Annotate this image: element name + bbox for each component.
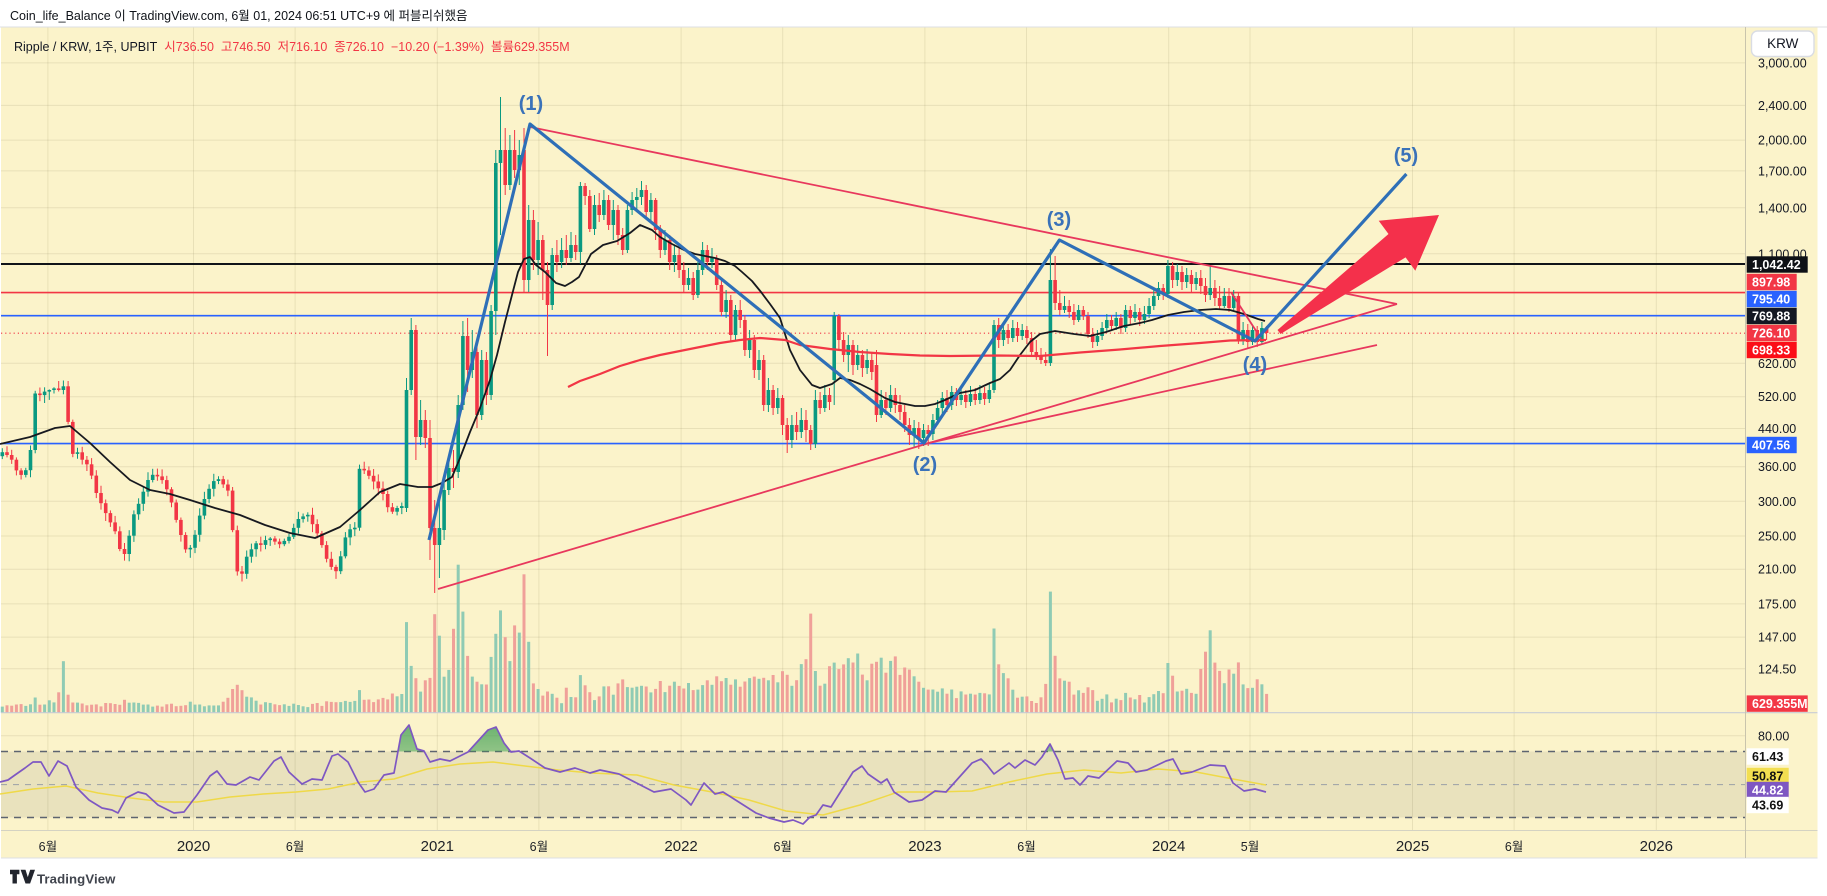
svg-text:2026: 2026 (1640, 838, 1673, 855)
svg-text:124.50: 124.50 (1758, 662, 1796, 676)
svg-text:629.355M: 629.355M (1752, 697, 1808, 711)
svg-text:2022: 2022 (664, 838, 697, 855)
svg-text:(5): (5) (1394, 145, 1418, 167)
svg-text:698.33: 698.33 (1752, 344, 1790, 358)
svg-text:2020: 2020 (177, 838, 210, 855)
svg-text:(3): (3) (1047, 209, 1071, 231)
svg-text:43.69: 43.69 (1752, 799, 1783, 813)
svg-text:(1): (1) (519, 93, 543, 115)
svg-text:3,000.00: 3,000.00 (1758, 56, 1807, 70)
svg-text:6월: 6월 (773, 840, 791, 854)
svg-text:769.88: 769.88 (1752, 310, 1790, 324)
svg-text:6월: 6월 (39, 840, 57, 854)
svg-text:1,400.00: 1,400.00 (1758, 201, 1807, 215)
svg-text:2023: 2023 (908, 838, 941, 855)
svg-text:300.00: 300.00 (1758, 495, 1796, 509)
svg-text:175.00: 175.00 (1758, 597, 1796, 611)
svg-text:726.10: 726.10 (1752, 327, 1790, 341)
svg-text:5월: 5월 (1241, 840, 1259, 854)
svg-text:6월: 6월 (286, 840, 304, 854)
svg-text:44.82: 44.82 (1752, 784, 1783, 798)
svg-text:TradingView: TradingView (37, 871, 116, 886)
svg-text:2,000.00: 2,000.00 (1758, 134, 1807, 148)
svg-text:620.00: 620.00 (1758, 357, 1796, 371)
svg-text:440.00: 440.00 (1758, 422, 1796, 436)
svg-text:(4): (4) (1243, 354, 1267, 376)
svg-text:407.56: 407.56 (1752, 439, 1790, 453)
svg-text:210.00: 210.00 (1758, 563, 1796, 577)
svg-text:6월: 6월 (1505, 840, 1523, 854)
svg-text:250.00: 250.00 (1758, 530, 1796, 544)
svg-text:1,042.42: 1,042.42 (1752, 258, 1801, 272)
svg-text:2025: 2025 (1396, 838, 1429, 855)
svg-text:50.87: 50.87 (1752, 770, 1783, 784)
svg-text:6월: 6월 (530, 840, 548, 854)
svg-text:80.00: 80.00 (1758, 729, 1789, 743)
svg-text:2024: 2024 (1152, 838, 1185, 855)
svg-text:360.00: 360.00 (1758, 460, 1796, 474)
svg-text:2021: 2021 (421, 838, 454, 855)
svg-text:897.98: 897.98 (1752, 276, 1790, 290)
svg-text:1,700.00: 1,700.00 (1758, 164, 1807, 178)
svg-text:(2): (2) (913, 454, 937, 476)
svg-text:61.43: 61.43 (1752, 750, 1783, 764)
svg-text:520.00: 520.00 (1758, 390, 1796, 404)
svg-text:2,400.00: 2,400.00 (1758, 99, 1807, 113)
svg-text:795.40: 795.40 (1752, 293, 1790, 307)
svg-text:KRW: KRW (1767, 36, 1799, 51)
svg-text:6월: 6월 (1017, 840, 1035, 854)
svg-text:147.00: 147.00 (1758, 631, 1796, 645)
